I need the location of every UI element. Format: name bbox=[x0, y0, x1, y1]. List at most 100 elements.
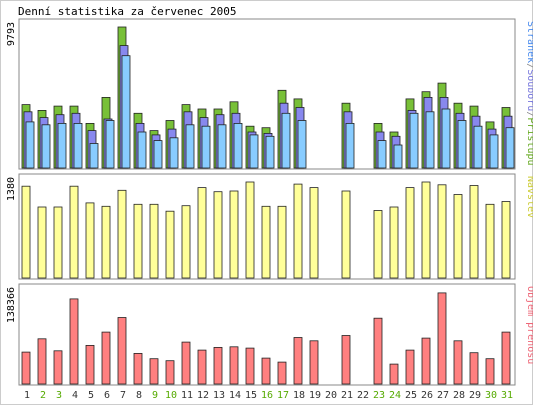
bar-hits-2-8 bbox=[137, 131, 147, 169]
bar-hits-2-4 bbox=[73, 123, 83, 169]
x-tick-label-5: 5 bbox=[88, 390, 94, 401]
x-tick-label-1: 1 bbox=[24, 390, 30, 401]
x-tick-label-9: 9 bbox=[152, 390, 158, 401]
bar-hits-2-18 bbox=[297, 120, 307, 169]
bar-hits-2-7 bbox=[121, 55, 131, 169]
bar-visits-0-17 bbox=[277, 205, 287, 279]
bar-hits-2-17 bbox=[281, 112, 291, 169]
panel-frame-hits bbox=[18, 18, 516, 170]
bar-transfer-0-14 bbox=[229, 346, 239, 385]
bar-transfer-0-6 bbox=[101, 331, 111, 385]
bar-hits-2-27 bbox=[441, 108, 451, 169]
bar-hits-2-23 bbox=[377, 140, 387, 169]
y-max-label-visits: 1380 bbox=[6, 177, 17, 201]
bar-hits-2-6 bbox=[105, 120, 115, 169]
series-transfer-0 bbox=[21, 292, 511, 385]
bar-transfer-0-10 bbox=[165, 360, 175, 385]
bar-visits-0-26 bbox=[421, 181, 431, 279]
bar-visits-0-1 bbox=[21, 185, 31, 279]
x-tick-label-15: 15 bbox=[245, 390, 257, 401]
x-tick-label-19: 19 bbox=[309, 390, 321, 401]
bar-visits-0-13 bbox=[213, 191, 223, 279]
x-tick-label-23: 23 bbox=[373, 390, 385, 401]
legend-entry-hits-3: / bbox=[525, 111, 533, 117]
x-tick-label-22: 22 bbox=[357, 390, 369, 401]
bar-hits-2-29 bbox=[473, 125, 483, 169]
bar-transfer-0-11 bbox=[181, 341, 191, 385]
bar-transfer-0-7 bbox=[117, 317, 127, 385]
bar-transfer-0-27 bbox=[437, 292, 447, 385]
x-tick-label-8: 8 bbox=[136, 390, 142, 401]
bar-transfer-0-30 bbox=[485, 358, 495, 385]
bar-transfer-0-19 bbox=[309, 340, 319, 385]
x-tick-label-30: 30 bbox=[485, 390, 497, 401]
x-tick-label-31: 31 bbox=[501, 390, 513, 401]
bar-visits-0-12 bbox=[197, 187, 207, 279]
bar-visits-0-10 bbox=[165, 210, 175, 279]
x-tick-label-4: 4 bbox=[72, 390, 78, 401]
x-tick-label-13: 13 bbox=[213, 390, 225, 401]
bar-transfer-0-13 bbox=[213, 346, 223, 385]
x-tick-label-27: 27 bbox=[437, 390, 449, 401]
bar-visits-0-2 bbox=[37, 206, 47, 279]
bar-hits-2-16 bbox=[265, 135, 275, 169]
bar-transfer-0-26 bbox=[421, 337, 431, 385]
x-tick-label-20: 20 bbox=[325, 390, 337, 401]
bar-transfer-0-3 bbox=[53, 350, 63, 385]
x-tick-label-14: 14 bbox=[229, 390, 241, 401]
y-max-label-transfer: 138366 bbox=[6, 287, 17, 323]
x-tick-label-29: 29 bbox=[469, 390, 481, 401]
x-tick-label-10: 10 bbox=[165, 390, 177, 401]
bar-transfer-0-2 bbox=[37, 338, 47, 385]
x-tick-label-17: 17 bbox=[277, 390, 289, 401]
bar-visits-0-30 bbox=[485, 203, 495, 279]
x-tick-label-6: 6 bbox=[104, 390, 110, 401]
bar-hits-2-11 bbox=[185, 124, 195, 169]
bar-visits-0-8 bbox=[133, 203, 143, 279]
bar-transfer-0-8 bbox=[133, 352, 143, 385]
x-tick-label-26: 26 bbox=[421, 390, 433, 401]
bar-visits-0-16 bbox=[261, 205, 271, 279]
bar-hits-2-13 bbox=[217, 124, 227, 169]
bar-transfer-0-1 bbox=[21, 351, 31, 385]
bar-transfer-0-24 bbox=[389, 363, 399, 385]
bar-transfer-0-4 bbox=[69, 298, 79, 385]
bar-visits-0-3 bbox=[53, 206, 63, 279]
bar-hits-2-30 bbox=[489, 134, 499, 169]
bar-transfer-0-29 bbox=[469, 352, 479, 385]
bar-hits-2-3 bbox=[57, 123, 67, 169]
bar-visits-0-14 bbox=[229, 190, 239, 279]
bar-hits-2-2 bbox=[41, 124, 51, 169]
bar-visits-0-15 bbox=[245, 181, 255, 279]
series-hits-2 bbox=[25, 55, 515, 169]
bar-transfer-0-16 bbox=[261, 357, 271, 385]
bar-hits-2-21 bbox=[345, 123, 355, 169]
x-tick-label-2: 2 bbox=[40, 390, 46, 401]
x-tick-label-3: 3 bbox=[56, 390, 62, 401]
bar-visits-0-6 bbox=[101, 205, 111, 279]
bar-hits-2-26 bbox=[425, 111, 435, 169]
bar-visits-0-11 bbox=[181, 205, 191, 279]
bar-visits-0-4 bbox=[69, 185, 79, 279]
panel-frame-visits bbox=[18, 173, 516, 280]
x-tick-label-12: 12 bbox=[197, 390, 209, 401]
bar-visits-0-24 bbox=[389, 206, 399, 279]
bar-visits-0-5 bbox=[85, 202, 95, 279]
bar-hits-2-10 bbox=[169, 137, 179, 169]
panel-transfer: 138366 Objem přenosu bbox=[6, 283, 533, 386]
x-tick-label-21: 21 bbox=[341, 390, 353, 401]
legend-visits: Návštěv bbox=[525, 176, 533, 218]
bar-hits-2-24 bbox=[393, 144, 403, 169]
bar-hits-2-28 bbox=[457, 120, 467, 169]
bar-transfer-0-31 bbox=[501, 331, 511, 385]
bar-transfer-0-18 bbox=[293, 337, 303, 385]
bar-visits-0-29 bbox=[469, 185, 479, 279]
legend-entry-hits-1: / bbox=[525, 63, 533, 69]
legend-hits: Stránek/Souborů/Přístupů bbox=[525, 21, 533, 166]
bar-hits-2-5 bbox=[89, 143, 99, 169]
x-tick-label-25: 25 bbox=[405, 390, 417, 401]
series-visits-0 bbox=[21, 181, 511, 279]
